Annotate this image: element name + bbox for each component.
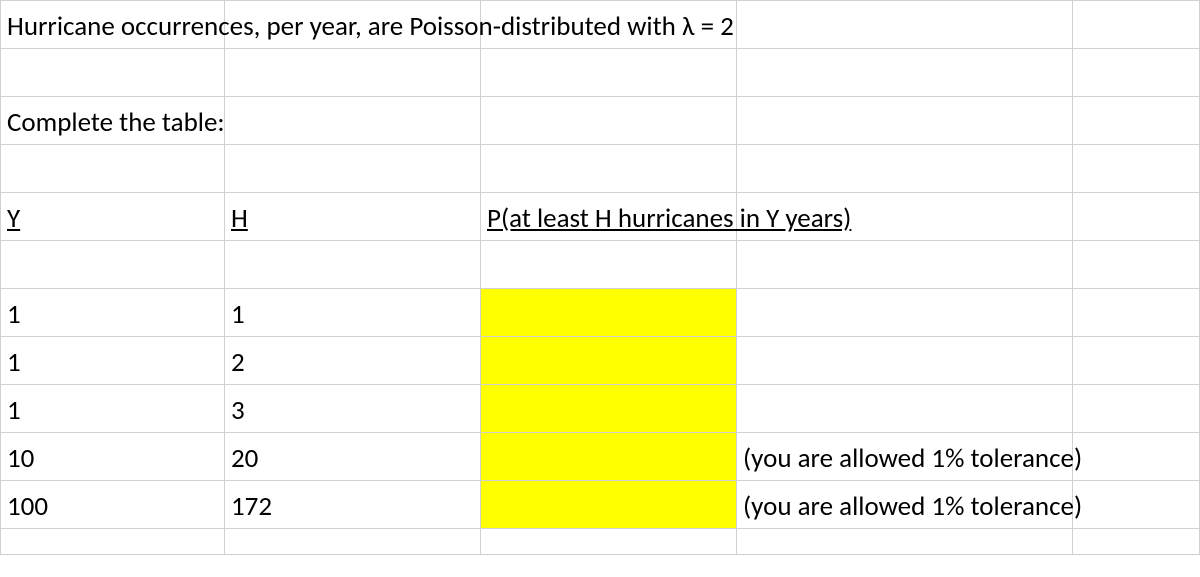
answer-cell[interactable] xyxy=(481,337,737,385)
empty-cell xyxy=(481,145,737,193)
cell-y: 100 xyxy=(0,481,225,529)
cell-note: (you are allowed 1% tolerance) xyxy=(737,481,1073,529)
empty-cell xyxy=(225,241,481,289)
empty-cell xyxy=(1073,49,1200,97)
cell-note xyxy=(737,289,1073,337)
empty-cell xyxy=(737,145,1073,193)
empty-cell xyxy=(1073,193,1200,241)
empty-cell xyxy=(1073,289,1200,337)
empty-cell xyxy=(1073,1,1200,49)
instruction-cell: Complete the table: xyxy=(0,97,225,145)
cell-h: 172 xyxy=(225,481,481,529)
cell-note xyxy=(737,385,1073,433)
empty-cell xyxy=(737,49,1073,97)
empty-cell xyxy=(0,49,225,97)
empty-cell xyxy=(1073,97,1200,145)
empty-cell xyxy=(225,49,481,97)
empty-cell xyxy=(1073,241,1200,289)
empty-cell xyxy=(737,1,1073,49)
answer-cell[interactable] xyxy=(481,385,737,433)
col-header-h: H xyxy=(225,193,481,241)
cell-y: 1 xyxy=(0,385,225,433)
cell-y: 10 xyxy=(0,433,225,481)
cell-y: 1 xyxy=(0,289,225,337)
empty-cell xyxy=(737,97,1073,145)
empty-cell xyxy=(481,97,737,145)
empty-cell xyxy=(1073,529,1200,555)
empty-cell xyxy=(1073,433,1200,481)
empty-cell xyxy=(1073,481,1200,529)
spreadsheet-grid: Hurricane occurrences, per year, are Poi… xyxy=(0,0,1200,577)
col-header-p: P(at least H hurricanes in Y years) xyxy=(481,193,737,241)
empty-cell xyxy=(481,529,737,555)
empty-cell xyxy=(225,97,481,145)
col-header-y: Y xyxy=(0,193,225,241)
empty-cell xyxy=(481,49,737,97)
cell-h: 3 xyxy=(225,385,481,433)
answer-cell[interactable] xyxy=(481,433,737,481)
empty-cell xyxy=(0,241,225,289)
answer-cell[interactable] xyxy=(481,481,737,529)
cell-y: 1 xyxy=(0,337,225,385)
empty-cell xyxy=(0,145,225,193)
empty-cell xyxy=(225,145,481,193)
cell-h: 1 xyxy=(225,289,481,337)
empty-cell xyxy=(737,241,1073,289)
empty-cell xyxy=(1073,145,1200,193)
cell-note: (you are allowed 1% tolerance) xyxy=(737,433,1073,481)
cell-h: 20 xyxy=(225,433,481,481)
empty-cell xyxy=(0,529,225,555)
empty-cell xyxy=(481,241,737,289)
empty-cell xyxy=(1073,385,1200,433)
title-cell: Hurricane occurrences, per year, are Poi… xyxy=(0,1,225,49)
empty-cell xyxy=(1073,337,1200,385)
cell-note xyxy=(737,337,1073,385)
cell-h: 2 xyxy=(225,337,481,385)
answer-cell[interactable] xyxy=(481,289,737,337)
empty-cell xyxy=(737,529,1073,555)
empty-cell xyxy=(225,529,481,555)
